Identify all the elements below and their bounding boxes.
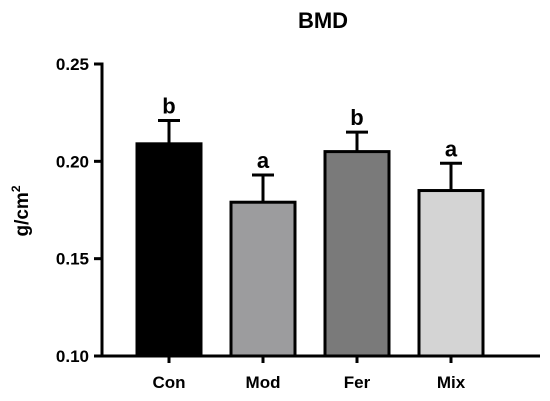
y-tick-label-2: 0.20 (56, 152, 89, 171)
y-tick-label-3: 0.25 (56, 55, 89, 74)
x-tick-label-mix: Mix (437, 373, 466, 392)
bar-mod (229, 200, 297, 358)
y-axis-label-superscript: 2 (9, 185, 23, 192)
plot-area: b Con a Mod b Fer a Mix 0.10 0.15 0.20 0.25 (56, 55, 540, 392)
y-axis-label-unit: g/cm (12, 192, 33, 236)
bar-fer (323, 150, 391, 358)
x-tick-label-mod: Mod (246, 373, 281, 392)
y-axis-label: g/cm2 (9, 185, 33, 236)
x-tick-label-con: Con (152, 373, 185, 392)
bar-mix (417, 189, 485, 358)
significance-label-con: b (162, 93, 175, 118)
bar-con (135, 142, 203, 358)
significance-label-mix: a (445, 136, 458, 161)
y-tick-label-0: 0.10 (56, 347, 89, 366)
chart-title: BMD (298, 8, 348, 33)
x-tick-label-fer: Fer (344, 373, 371, 392)
significance-label-mod: a (257, 148, 270, 173)
significance-label-fer: b (350, 105, 363, 130)
y-tick-label-1: 0.15 (56, 250, 89, 269)
